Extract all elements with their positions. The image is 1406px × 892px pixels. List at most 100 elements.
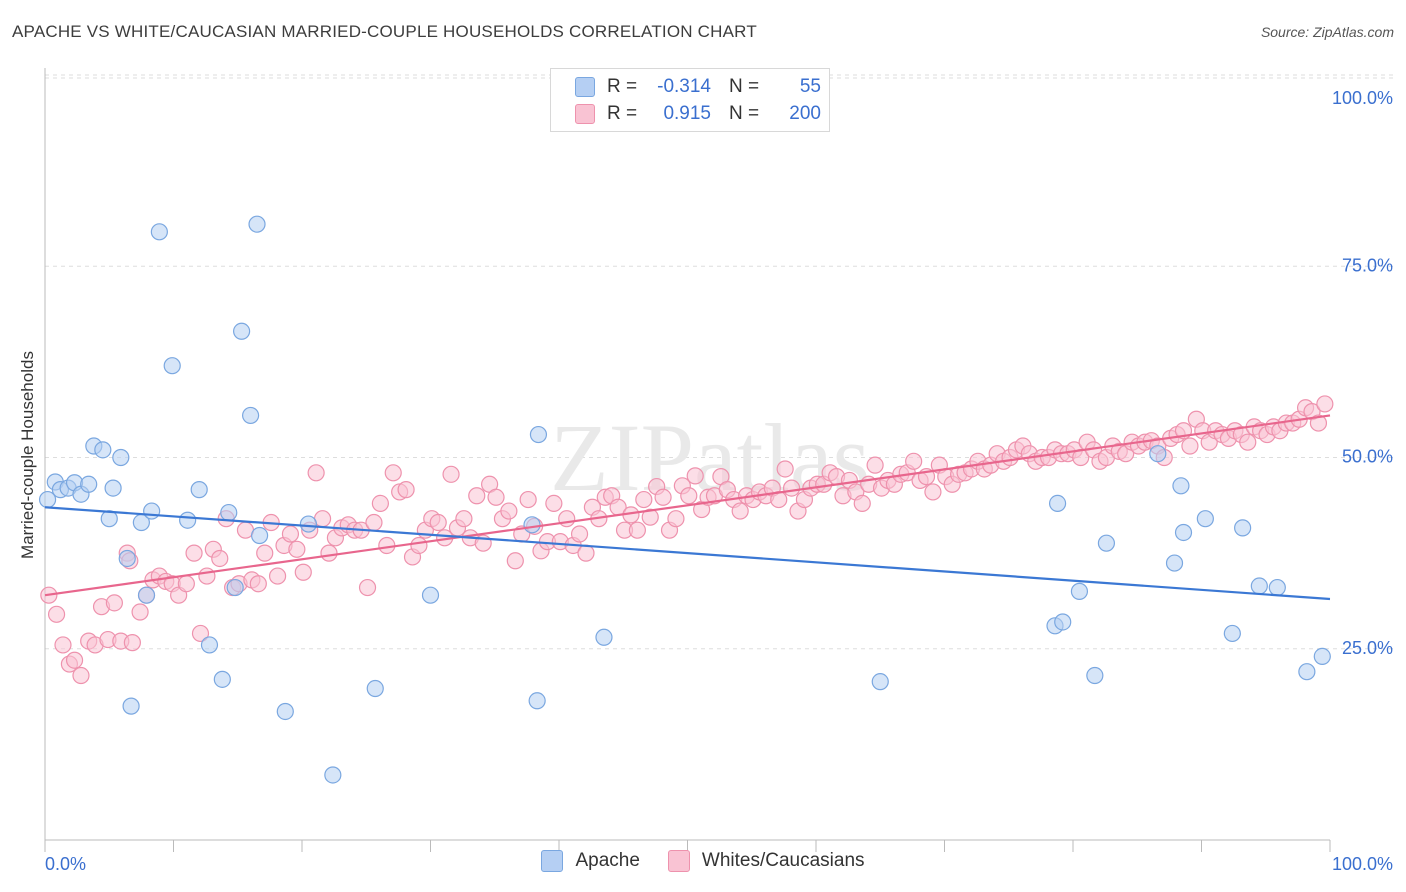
apache-point	[179, 511, 197, 529]
whites-point	[429, 513, 447, 532]
x-tick-label: 100.0%	[1332, 854, 1393, 874]
apache-point	[1048, 494, 1067, 512]
whites-point	[519, 490, 537, 509]
apache-point	[1172, 477, 1190, 495]
whites-point	[776, 460, 794, 478]
n-label: N =	[729, 76, 760, 97]
apache-point	[226, 578, 244, 597]
whites-point	[1309, 414, 1328, 432]
whites-point	[268, 567, 287, 585]
apache-swatch	[575, 77, 595, 97]
whites-point	[924, 483, 942, 501]
whites-point	[65, 651, 84, 669]
apache-point	[421, 586, 440, 604]
apache-point	[200, 636, 219, 654]
source-label: Source: ZipAtlas.com	[1260, 24, 1394, 40]
apache-swatch	[541, 850, 564, 872]
whites-point	[371, 494, 389, 512]
whites-point	[123, 634, 141, 652]
whites-point	[641, 508, 659, 526]
whites-point	[294, 563, 312, 581]
whites-point	[281, 525, 300, 543]
apache-point	[276, 702, 294, 721]
tick-labels: 25.0% 50.0% 75.0% 100.0% 0.0% 100.0%	[45, 88, 1393, 874]
whites-point	[320, 544, 338, 562]
apache-point	[143, 502, 161, 520]
apache-point	[233, 322, 251, 340]
legend-item-apache[interactable]: Apache	[541, 850, 640, 872]
apache-point	[529, 425, 548, 444]
whites-point	[628, 521, 646, 539]
whites-point	[198, 567, 216, 585]
apache-point	[118, 549, 136, 568]
apache-point	[248, 215, 266, 233]
legend-row-apache: R = -0.314 N = 55	[551, 73, 821, 101]
whites-point	[558, 510, 576, 528]
y-tick-label: 100.0%	[1332, 88, 1393, 108]
apache-point	[1165, 554, 1184, 572]
apache-point	[242, 406, 260, 425]
n-value: 200	[789, 103, 821, 124]
apache-point	[137, 586, 156, 604]
whites-swatch	[575, 104, 595, 124]
whites-point	[545, 494, 563, 512]
whites-point	[866, 456, 884, 474]
whites-point	[177, 575, 195, 593]
r-label: R =	[607, 103, 638, 124]
apache-point	[220, 503, 238, 522]
apache-point	[80, 475, 98, 493]
apache-point	[1070, 582, 1089, 600]
x-tick-label: 0.0%	[45, 854, 86, 874]
apache-point	[1250, 577, 1268, 595]
apache-point	[163, 357, 181, 375]
r-label: R =	[607, 76, 638, 97]
whites-trend-line	[44, 414, 1331, 597]
whites-point	[211, 549, 229, 568]
whites-point	[455, 510, 473, 528]
apache-point	[112, 448, 130, 467]
whites-point	[105, 594, 123, 612]
whites-point	[256, 544, 274, 562]
legend-label: Apache	[575, 850, 640, 871]
apache-point	[250, 526, 269, 545]
y-tick-label: 25.0%	[1342, 638, 1393, 658]
whites-point	[191, 624, 210, 643]
apache-point	[1223, 624, 1241, 643]
r-value: 0.915	[663, 103, 711, 124]
series-legend: Apache Whites/Caucasians	[0, 850, 1406, 872]
apache-point	[122, 697, 140, 715]
whites-point	[365, 513, 383, 532]
axes	[44, 68, 1331, 852]
whites-point	[72, 666, 90, 685]
apache-point	[1298, 663, 1316, 681]
whites-point	[686, 467, 704, 485]
apache-point	[1234, 519, 1252, 537]
apache-point	[528, 692, 546, 710]
whites-point	[782, 479, 801, 497]
apache-point	[104, 479, 122, 497]
apache-point	[94, 441, 112, 459]
whites-point	[905, 452, 923, 470]
whites-point	[667, 510, 685, 528]
whites-point	[185, 544, 203, 562]
whites-point	[577, 544, 595, 562]
whites-point	[358, 578, 377, 597]
whites-point	[1181, 437, 1199, 455]
apache-point	[299, 515, 318, 533]
apache-point	[871, 673, 889, 691]
whites-point	[853, 494, 871, 512]
r-value: -0.314	[657, 76, 711, 97]
whites-point	[506, 552, 524, 570]
gridlines	[45, 74, 1395, 650]
whites-point	[500, 502, 518, 520]
apache-point	[150, 223, 168, 241]
legend-item-whites[interactable]: Whites/Caucasians	[667, 850, 865, 872]
legend-label: Whites/Caucasians	[701, 850, 865, 871]
whites-point	[731, 502, 749, 520]
whites-point	[47, 605, 66, 623]
whites-point	[249, 575, 267, 593]
whites-point	[397, 481, 415, 499]
whites-point	[635, 490, 653, 509]
apache-point	[1196, 510, 1214, 528]
apache-point	[1097, 534, 1116, 552]
